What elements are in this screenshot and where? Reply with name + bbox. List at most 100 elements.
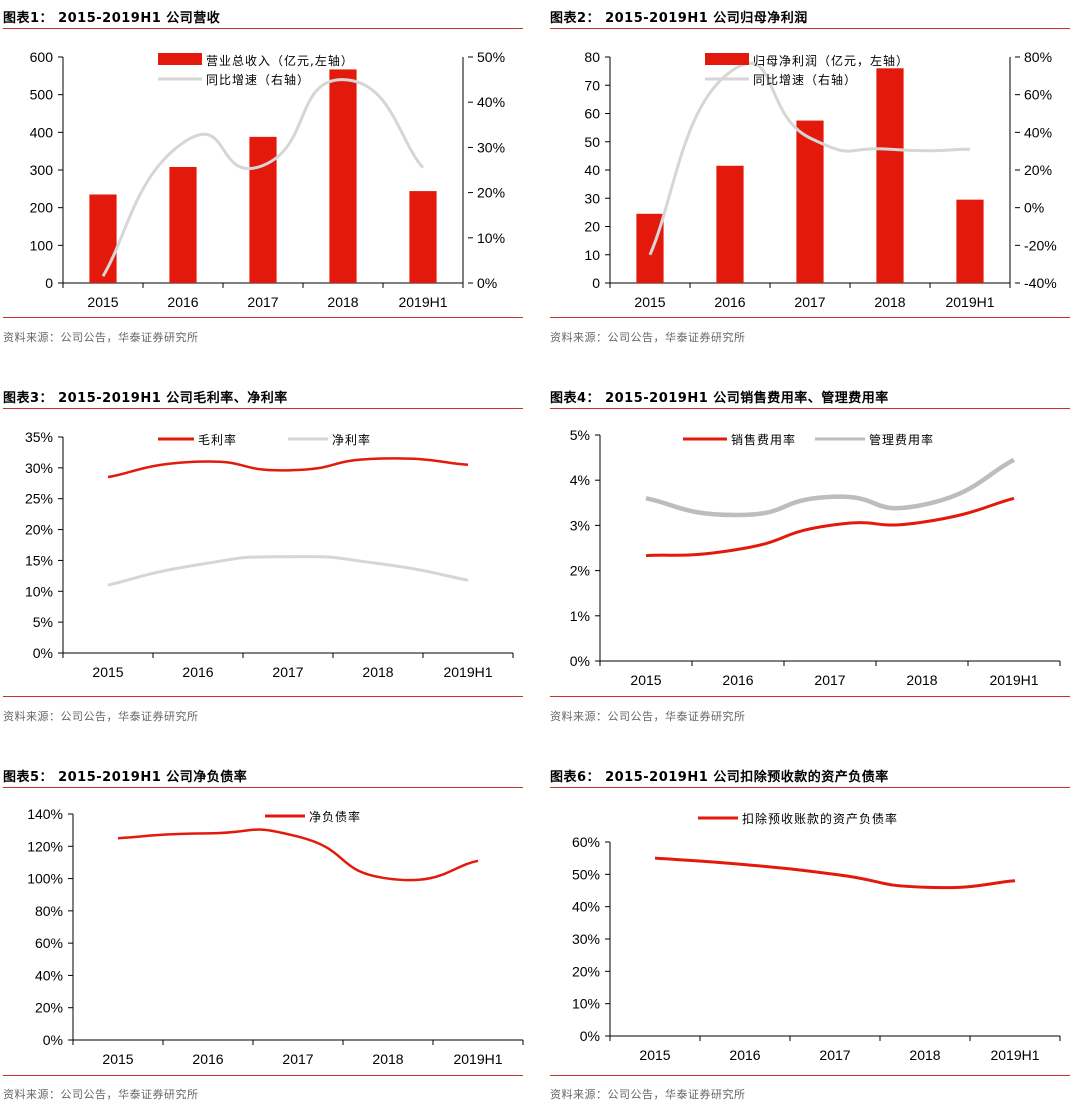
y-tick-label: 20% [35,1000,63,1016]
y-tick-label: 3% [570,517,590,533]
source-note: 资料来源：公司公告，华泰证券研究所 [3,1088,199,1101]
title-rule [550,28,1070,29]
footer-rule [3,1075,523,1076]
x-tick-label: 2019H1 [443,664,492,680]
legend-swatch-bar [158,53,202,65]
x-tick-label: 2017 [272,664,303,680]
legend-label: 同比增速（右轴） [206,72,310,87]
bar-2018 [329,69,357,284]
x-tick-label: 2018 [327,294,358,310]
y-right-tick-label: -40% [1024,275,1057,291]
y-tick-label: 0% [570,653,590,669]
y-tick-label: 0% [43,1032,63,1048]
legend-label: 销售费用率 [731,432,796,447]
y-tick-label: 120% [27,838,63,854]
x-tick-label: 2019H1 [453,1051,502,1067]
chart-revenue: 0 100 200 300 400 500 600 0% 10% 20% 30% 40% 50% 2015… [30,49,505,310]
y-tick-label: 30% [25,460,53,476]
line-series-1 [645,457,1015,518]
source-note: 资料来源：公司公告，华泰证券研究所 [550,331,746,344]
y-left-tick-label: 70 [584,77,600,93]
y-tick-label: 10% [25,583,53,599]
x-tick-label: 2017 [247,294,278,310]
x-tick-label: 2015 [92,664,123,680]
chart-title: 图表5： 2015-2019H1 公司净负债率 [3,770,248,785]
footer-rule [3,317,523,318]
y-tick-label: 100% [27,871,63,887]
line-series-growth [648,61,971,256]
legend-label: 净利率 [332,432,371,447]
y-tick-label: 5% [33,614,53,630]
x-tick-label: 2018 [362,664,393,680]
chart-panel-3: 图表3： 2015-2019H1 公司毛利率、净利率 0% 5% 10% 15% 20%… [3,380,523,730]
legend-label: 管理费用率 [869,432,934,447]
y-left-tick-label: 20 [584,219,600,235]
y-tick-label: 35% [25,429,53,445]
legend-label: 扣除预收账款的资产负债率 [742,811,898,826]
x-tick-label: 2016 [714,294,745,310]
line-series-0 [654,856,1016,890]
y-left-tick-label: 80 [584,49,600,65]
x-tick-label: 2019H1 [945,294,994,310]
y-left-tick-label: 0 [592,275,600,291]
source-note: 资料来源：公司公告，华泰证券研究所 [3,331,199,344]
chart-panel-2: 图表2： 2015-2019H1 公司归母净利润 0 10 20 30 40 50 60 70… [550,0,1070,350]
legend-label: 同比增速（右轴） [753,72,857,87]
y-tick-label: 2% [570,563,590,579]
y-tick-label: 0% [33,645,53,661]
y-left-tick-label: 600 [30,49,54,65]
y-right-tick-label: 20% [1024,162,1052,178]
chart-margins: 0% 5% 10% 15% 20% 25% 30% 35% 2015 2016 2017 2018 20… [25,429,514,680]
bar-2017 [796,120,824,283]
x-tick-label: 2019H1 [398,294,447,310]
x-tick-label: 2019H1 [990,1047,1039,1063]
x-tick-label: 2019H1 [989,672,1038,688]
bar-2016 [169,166,197,283]
y-tick-label: 80% [35,903,63,919]
chart-title: 图表4： 2015-2019H1 公司销售费用率、管理费用率 [550,391,889,406]
y-right-tick-label: 20% [477,185,505,201]
y-right-tick-label: 40% [1024,124,1052,140]
line-series-0 [645,496,1015,558]
y-tick-label: 60% [572,834,600,850]
chart-net-gearing: 0% 20% 40% 60% 80% 100% 120% 140% 2015 2016 2017 20… [27,806,524,1067]
x-tick-label: 2015 [639,1047,670,1063]
y-left-tick-label: 200 [30,200,54,216]
y-tick-label: 10% [572,996,600,1012]
y-right-tick-label: 40% [477,94,505,110]
footer-rule [550,1075,1070,1076]
x-tick-label: 2015 [87,294,118,310]
title-rule [3,408,523,409]
y-left-tick-label: 40 [584,162,600,178]
chart-panel-6: 图表6： 2015-2019H1 公司扣除预收款的资产负债率 0% 10% 20% 3… [550,759,1070,1107]
y-right-tick-label: 30% [477,139,505,155]
title-rule [550,787,1070,788]
x-tick-label: 2017 [282,1051,313,1067]
y-tick-label: 40% [35,967,63,983]
y-left-tick-label: 100 [30,237,54,253]
x-tick-label: 2016 [182,664,213,680]
x-tick-label: 2017 [814,672,845,688]
y-tick-label: 20% [25,522,53,538]
x-tick-label: 2018 [372,1051,403,1067]
x-tick-label: 2015 [634,294,665,310]
y-tick-label: 60% [35,935,63,951]
x-tick-label: 2018 [906,672,937,688]
x-tick-label: 2015 [102,1051,133,1067]
y-left-tick-label: 10 [584,247,600,263]
chart-title: 图表2： 2015-2019H1 公司归母净利润 [550,11,808,26]
y-right-tick-label: 10% [477,230,505,246]
y-tick-label: 30% [572,931,600,947]
x-tick-label: 2018 [874,294,905,310]
bar-2019H1 [409,191,437,283]
chart-panel-1: 图表1： 2015-2019H1 公司营收 0 100 200 300 400 500 60… [3,0,523,350]
y-left-tick-label: 30 [584,190,600,206]
y-left-tick-label: 400 [30,124,54,140]
chart-panel-4: 图表4： 2015-2019H1 公司销售费用率、管理费用率 0% 1% 2% 3% 4… [550,380,1070,730]
y-tick-label: 1% [570,608,590,624]
x-tick-label: 2016 [167,294,198,310]
y-tick-label: 40% [572,899,600,915]
chart-title: 图表3： 2015-2019H1 公司毛利率、净利率 [3,391,288,406]
y-right-tick-label: 0% [477,275,497,291]
legend-label: 归母净利润（亿元，左轴） [753,53,909,68]
